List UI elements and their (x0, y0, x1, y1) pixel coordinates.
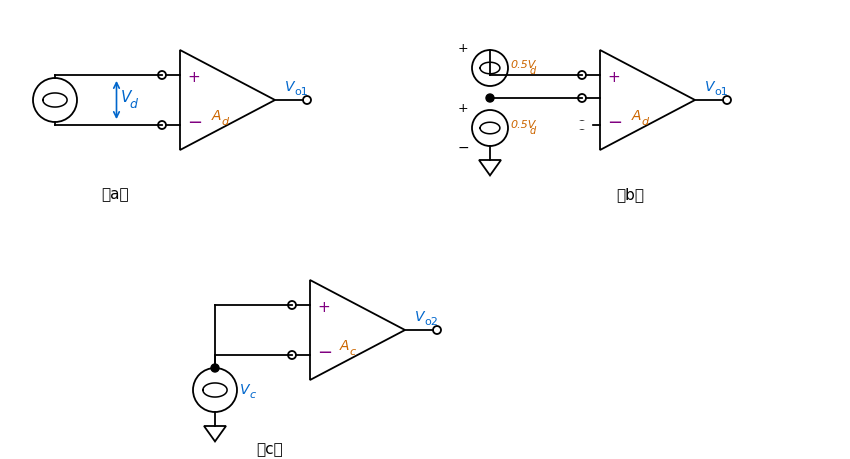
Text: A: A (340, 339, 349, 353)
Text: −: − (457, 141, 469, 155)
Text: A: A (212, 109, 222, 123)
Text: d: d (641, 117, 648, 127)
Text: c: c (349, 347, 355, 357)
Text: +: + (317, 300, 330, 314)
Text: V: V (240, 383, 250, 397)
Text: +: + (187, 69, 200, 84)
Text: d: d (221, 117, 228, 127)
Text: −: − (607, 114, 622, 132)
Text: −: − (187, 114, 202, 132)
Text: （a）: （a） (101, 187, 129, 202)
Circle shape (486, 94, 494, 102)
Text: +: + (607, 69, 620, 84)
Text: o1: o1 (714, 87, 728, 97)
Text: （c）: （c） (257, 442, 283, 458)
Text: o2: o2 (424, 317, 438, 327)
Text: o1: o1 (294, 87, 308, 97)
Text: V: V (705, 80, 715, 94)
Text: V: V (415, 310, 424, 324)
Text: 0.5V: 0.5V (510, 120, 536, 130)
Text: （b）: （b） (616, 187, 644, 202)
Text: +: + (457, 102, 468, 116)
Text: d: d (530, 126, 536, 136)
Text: V: V (121, 90, 131, 106)
Text: d: d (129, 97, 138, 111)
Text: +: + (457, 43, 468, 56)
Text: c: c (249, 390, 255, 400)
Text: V: V (285, 80, 294, 94)
Text: d: d (530, 66, 536, 76)
Text: 0.5V: 0.5V (510, 60, 536, 70)
Circle shape (211, 364, 219, 372)
Text: −: − (317, 344, 332, 362)
Text: A: A (632, 109, 642, 123)
